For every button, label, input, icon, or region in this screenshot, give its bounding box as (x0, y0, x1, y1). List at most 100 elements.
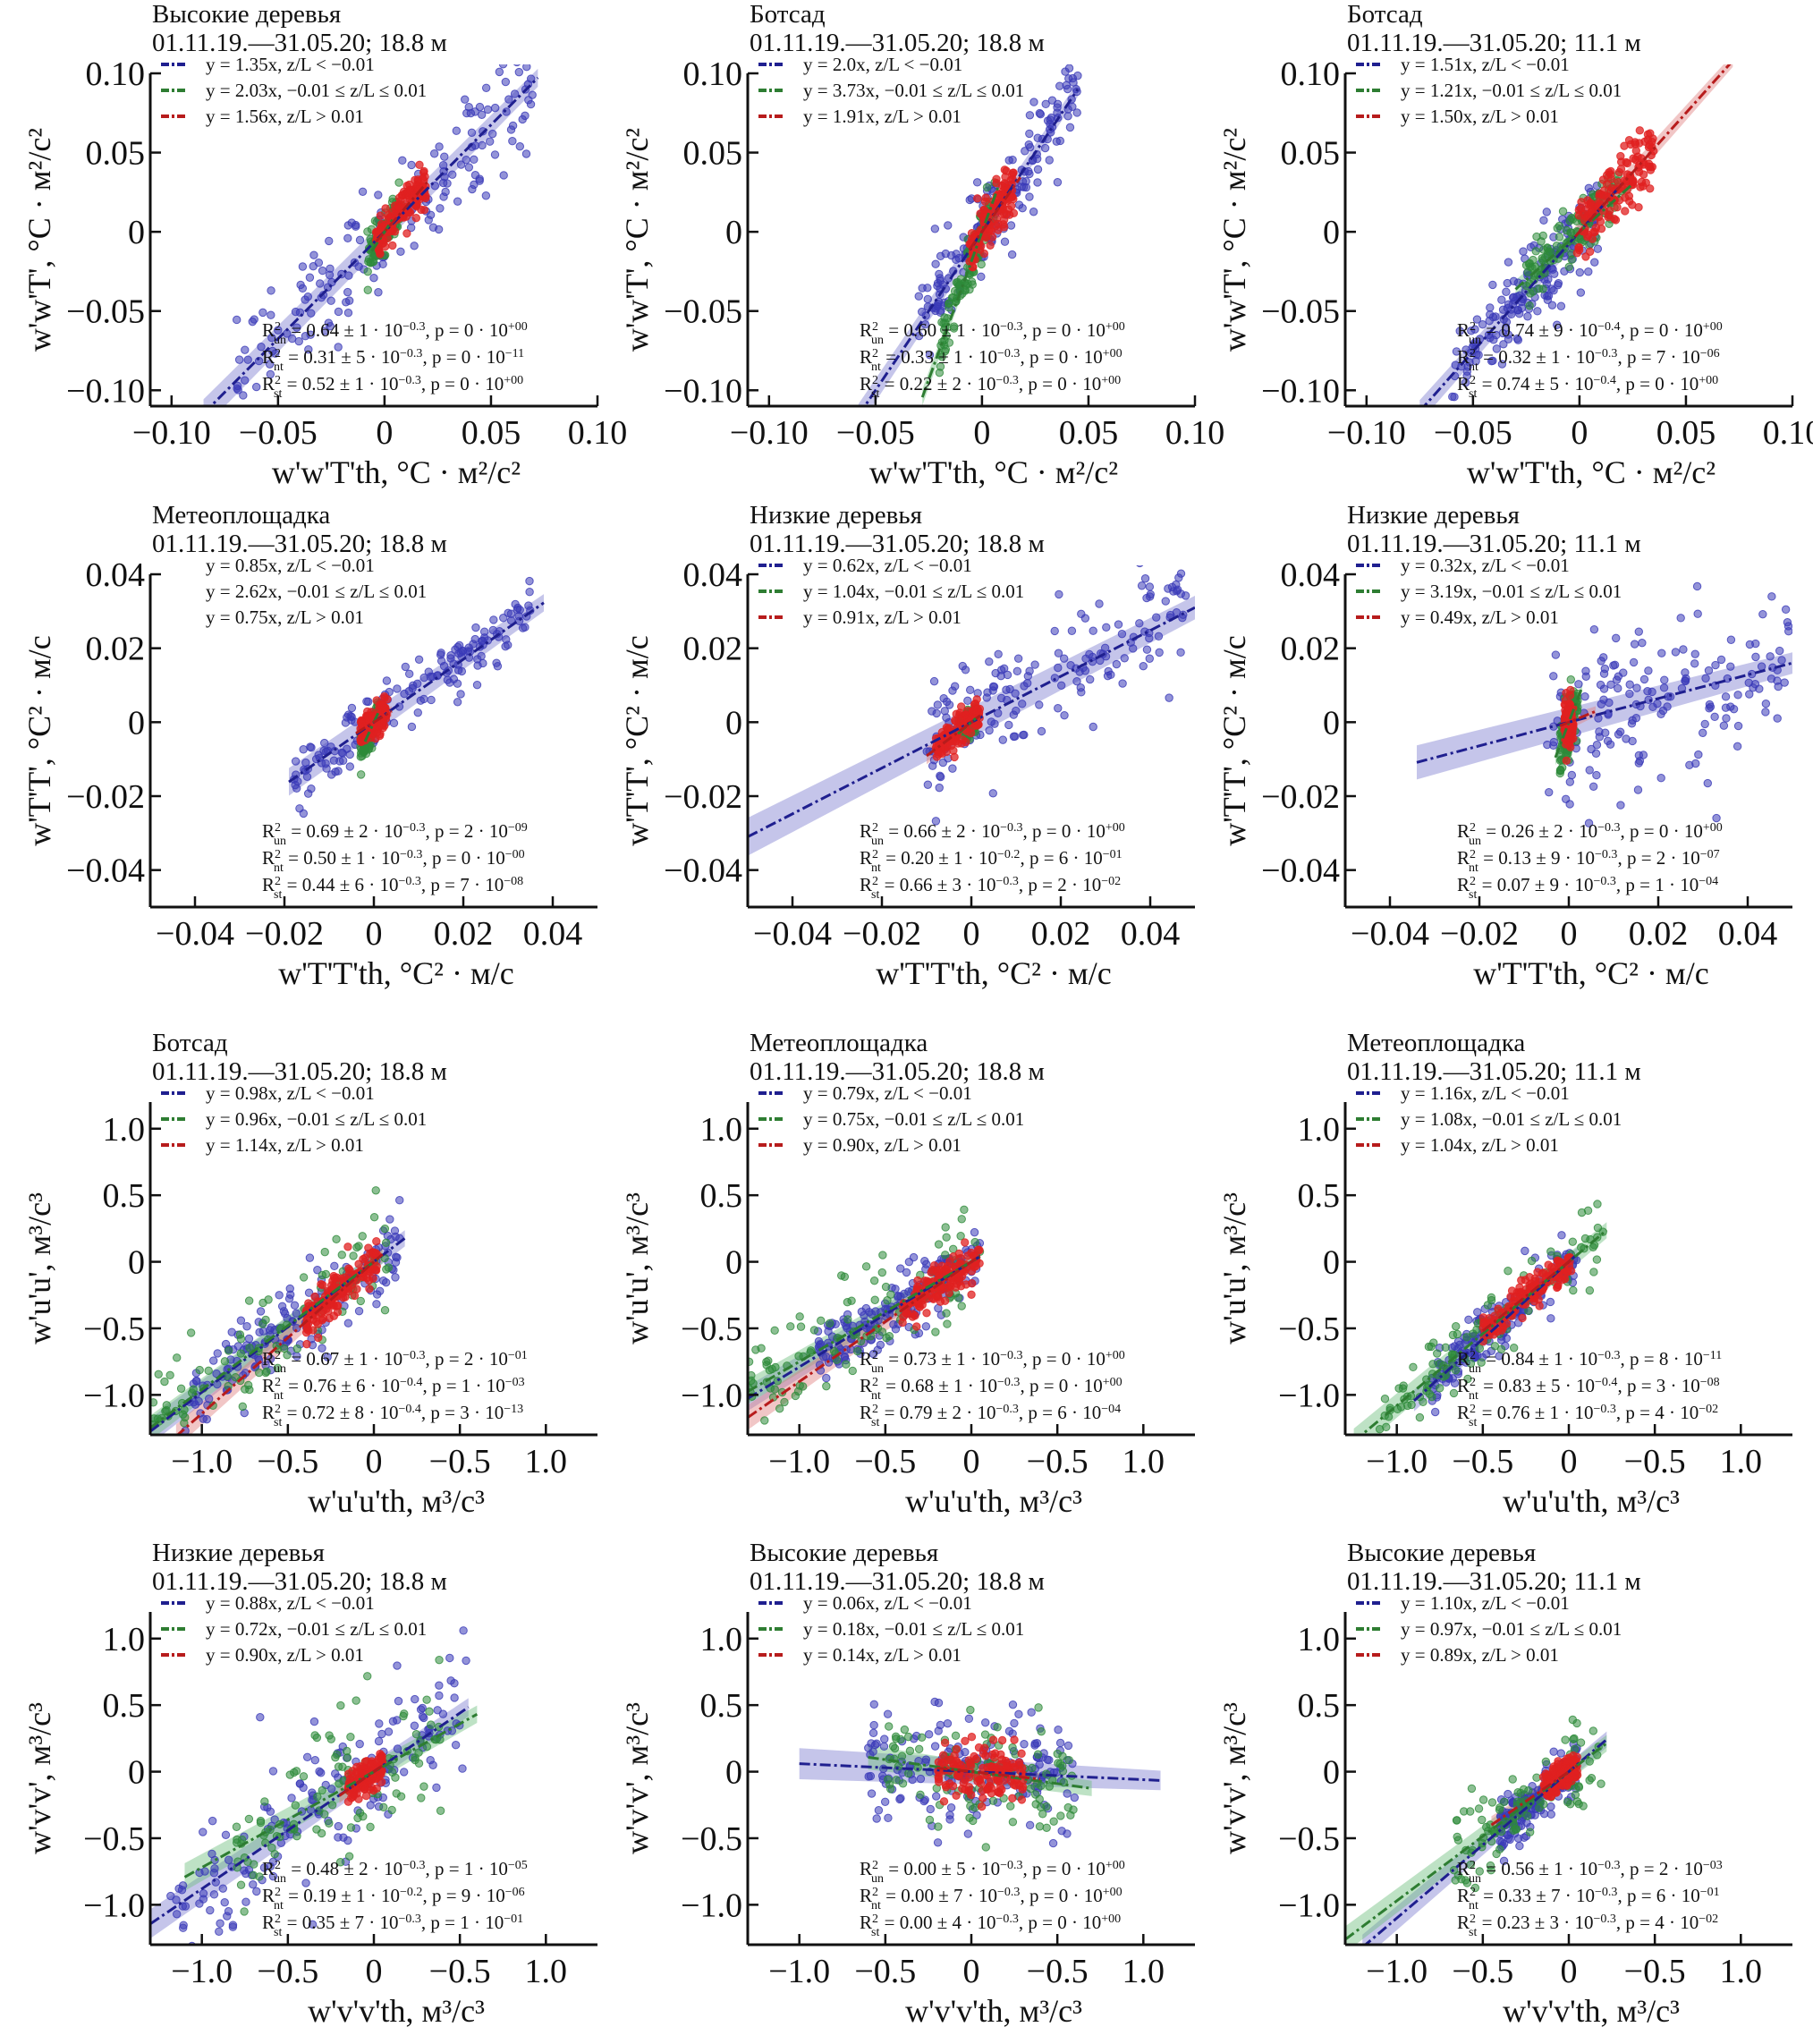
data-point-stable (1017, 1795, 1027, 1804)
data-point-unstable (1063, 1829, 1072, 1838)
data-point-unstable (1639, 751, 1648, 759)
plot-area (1416, 581, 1792, 827)
fit-line-unstable (150, 1706, 470, 1926)
data-point-stable (411, 214, 421, 223)
data-point-stable (937, 727, 947, 737)
data-point-unstable (489, 615, 498, 624)
data-point-stable (999, 215, 1009, 225)
x-axis-title: w'v'v'th, м³/с³ (308, 1993, 485, 2029)
data-point-unstable (1546, 1297, 1555, 1307)
data-point-unstable (1625, 680, 1634, 689)
data-point-neutral (178, 1410, 188, 1419)
data-point-unstable (485, 137, 495, 146)
data-point-unstable (1711, 660, 1720, 670)
data-point-unstable (1585, 766, 1594, 775)
data-point-unstable (232, 315, 241, 325)
legend-label: y = 0.72x, −0.01 ≤ z/L ≤ 0.01 (206, 1618, 427, 1640)
plot-area (748, 1205, 985, 1430)
y-tick-label: 1.0 (1298, 1111, 1341, 1149)
data-point-neutral (1557, 763, 1567, 772)
data-point-unstable (1644, 666, 1653, 675)
data-point-unstable (1023, 672, 1033, 681)
data-point-unstable (972, 178, 982, 187)
data-point-unstable (256, 1712, 265, 1722)
data-point-unstable (218, 1884, 227, 1893)
data-point-stable (1515, 1283, 1524, 1293)
chart-panel: Метеоплощадка 01.11.19.—31.05.20; 18.8 м −… (0, 501, 599, 1006)
legend-label: y = 0.85x, z/L < −0.01 (206, 555, 375, 576)
data-point-stable (980, 197, 990, 207)
fit-line-unstable (863, 88, 1080, 406)
data-point-unstable (1067, 626, 1077, 635)
data-point-unstable (241, 345, 250, 354)
data-point-unstable (1100, 643, 1110, 652)
data-point-stable (945, 1257, 954, 1266)
data-point-unstable (981, 1717, 990, 1727)
y-axis-title: w'w'T', °C · м²/с² (1216, 128, 1252, 352)
data-point-unstable (268, 346, 277, 356)
data-point-unstable (1639, 674, 1649, 684)
data-point-stable (360, 1785, 369, 1794)
data-point-neutral (1529, 255, 1538, 265)
fit-line-neutral (363, 711, 380, 742)
data-point-unstable (1595, 733, 1605, 742)
panel-period-subtitle: 01.11.19.—31.05.20; 18.8 м (152, 1057, 447, 1086)
data-point-unstable (307, 785, 316, 793)
y-tick-label: −0.02 (664, 778, 742, 816)
data-point-stable (968, 1278, 977, 1288)
y-tick-label: 0.05 (86, 135, 146, 173)
data-point-unstable (440, 152, 449, 161)
data-point-unstable (327, 1785, 336, 1794)
x-axis-title: w'u'u'th, м³/с³ (905, 1483, 1082, 1519)
data-point-unstable (1136, 565, 1144, 568)
data-point-unstable (1037, 726, 1046, 736)
legend-label: y = 0.88x, z/L < −0.01 (206, 1592, 375, 1614)
legend-label: y = 1.50x, z/L > 0.01 (1401, 106, 1559, 127)
data-point-neutral (1419, 1397, 1428, 1407)
data-point-neutral (172, 1353, 182, 1362)
data-point-unstable (991, 668, 1000, 678)
data-point-stable (419, 166, 428, 176)
data-point-unstable (1659, 683, 1669, 692)
data-point-neutral (1045, 1782, 1055, 1791)
data-point-unstable (983, 688, 992, 697)
data-point-unstable (456, 690, 465, 699)
data-point-stable (973, 194, 982, 203)
data-point-unstable (355, 1739, 364, 1749)
data-point-unstable (446, 1676, 455, 1685)
data-point-unstable (1599, 684, 1609, 693)
data-point-stable (1622, 158, 1632, 168)
data-point-unstable (988, 682, 998, 691)
y-tick-label: −0.10 (66, 372, 145, 410)
data-point-neutral (1037, 1726, 1046, 1736)
data-point-unstable (213, 1349, 222, 1358)
data-point-unstable (399, 1768, 409, 1777)
data-point-neutral (352, 1696, 360, 1705)
data-point-unstable (1486, 303, 1495, 312)
data-point-unstable (504, 640, 513, 649)
data-point-unstable (1781, 605, 1791, 615)
data-point-stable (1564, 741, 1573, 750)
data-point-unstable (880, 1797, 890, 1806)
data-point-unstable (490, 150, 500, 159)
data-point-unstable (1614, 730, 1623, 739)
data-point-unstable (1575, 267, 1585, 277)
data-point-unstable (1533, 307, 1542, 316)
data-point-neutral (381, 1238, 391, 1248)
data-point-unstable (1077, 609, 1086, 619)
legend-label: y = 3.19x, −0.01 ≤ z/L ≤ 0.01 (1401, 581, 1622, 602)
data-point-unstable (513, 41, 520, 48)
data-point-unstable (1733, 721, 1743, 731)
data-point-neutral (1451, 1366, 1461, 1375)
data-point-unstable (345, 762, 355, 771)
data-point-unstable (234, 355, 244, 364)
r-squared-stat: R2 st = 0.74 ± 5 · 10−0.4, p = 0 · 10+00 (1457, 373, 1718, 401)
data-point-neutral (422, 1695, 431, 1704)
data-point-unstable (1077, 688, 1086, 697)
data-point-neutral (320, 1247, 329, 1257)
data-point-neutral (961, 285, 970, 294)
x-axis-title: w'T'T'th, °C² · м/с (278, 955, 513, 991)
data-point-unstable (393, 684, 402, 693)
data-point-unstable (1055, 589, 1063, 599)
